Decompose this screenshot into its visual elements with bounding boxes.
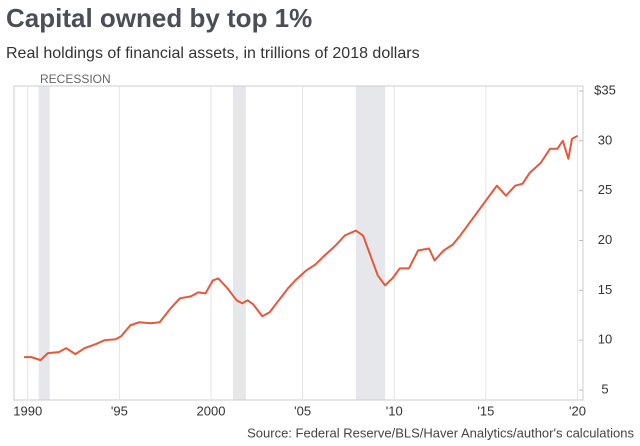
y-tick-label: 10 — [598, 332, 612, 347]
x-tick-label: '10 — [386, 403, 403, 418]
y-tick-label: 30 — [598, 132, 612, 147]
x-tick-label: '20 — [569, 403, 586, 418]
y-tick-label: 20 — [598, 232, 612, 247]
y-tick-label: 25 — [598, 182, 612, 197]
source: Source: Federal Reserve/BLS/Haver Analyt… — [247, 425, 634, 440]
recession-band — [38, 86, 50, 400]
recession-label: RECESSION — [40, 72, 111, 86]
y-tick-label: 15 — [598, 282, 612, 297]
line-series — [24, 134, 578, 362]
y-tick-label: $35 — [594, 82, 616, 97]
plot-frame — [13, 85, 584, 401]
x-tick-label: '15 — [477, 403, 494, 418]
recession-band — [232, 86, 246, 400]
y-tick-label: 5 — [601, 381, 608, 396]
recession-band — [355, 86, 386, 400]
x-tick-label: '95 — [111, 403, 128, 418]
x-tick-label: 1990 — [13, 403, 42, 418]
x-tick-label: '05 — [294, 403, 311, 418]
x-tick-label: 2000 — [197, 403, 226, 418]
chart-title: Capital owned by top 1% — [6, 3, 312, 33]
chart-subtitle: Real holdings of financial assets, in tr… — [6, 45, 420, 62]
